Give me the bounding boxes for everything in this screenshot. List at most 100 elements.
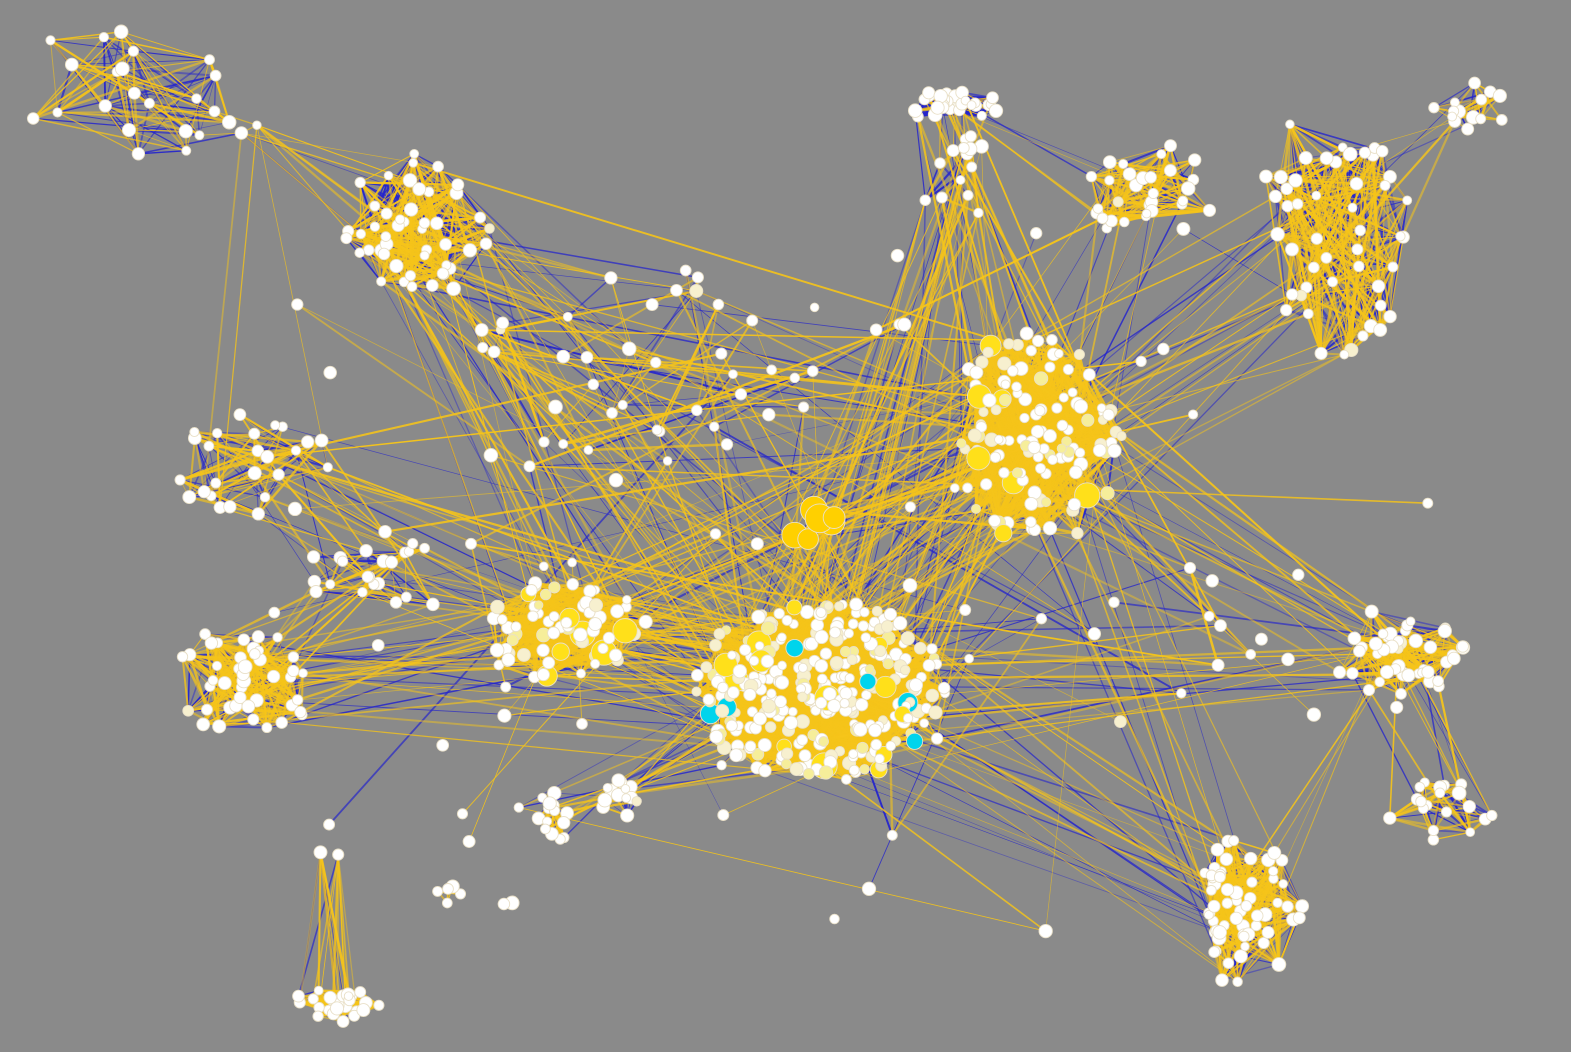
- graph-node[interactable]: [1118, 158, 1129, 170]
- graph-node[interactable]: [1213, 871, 1226, 883]
- graph-node[interactable]: [1047, 454, 1058, 465]
- graph-node[interactable]: [1373, 322, 1388, 337]
- graph-node[interactable]: [846, 654, 858, 666]
- graph-node[interactable]: [1244, 851, 1258, 866]
- graph-node[interactable]: [556, 349, 571, 364]
- graph-node[interactable]: [182, 704, 195, 717]
- graph-node[interactable]: [786, 599, 803, 616]
- graph-node[interactable]: [1427, 834, 1440, 846]
- graph-node[interactable]: [1087, 627, 1102, 641]
- graph-node[interactable]: [975, 421, 988, 433]
- graph-node[interactable]: [1347, 202, 1358, 213]
- graph-node[interactable]: [1362, 683, 1376, 697]
- graph-node[interactable]: [1119, 216, 1130, 228]
- graph-node[interactable]: [1245, 649, 1257, 660]
- graph-node[interactable]: [1232, 976, 1243, 988]
- graph-node[interactable]: [907, 103, 923, 118]
- graph-node[interactable]: [709, 729, 724, 744]
- graph-node[interactable]: [645, 298, 659, 312]
- graph-node[interactable]: [728, 369, 738, 380]
- graph-node[interactable]: [1434, 787, 1446, 799]
- graph-node[interactable]: [1034, 405, 1046, 417]
- graph-node[interactable]: [539, 588, 552, 601]
- graph-node[interactable]: [597, 792, 613, 808]
- graph-node[interactable]: [748, 655, 760, 667]
- graph-node[interactable]: [1000, 379, 1011, 390]
- graph-node[interactable]: [986, 91, 999, 105]
- graph-node[interactable]: [407, 537, 419, 550]
- graph-node[interactable]: [275, 716, 288, 729]
- graph-node[interactable]: [380, 207, 393, 220]
- graph-node[interactable]: [715, 703, 730, 718]
- graph-node[interactable]: [780, 747, 794, 760]
- graph-node[interactable]: [361, 570, 374, 583]
- graph-node[interactable]: [1280, 182, 1294, 196]
- graph-node[interactable]: [576, 668, 586, 679]
- graph-node[interactable]: [902, 578, 918, 593]
- graph-node[interactable]: [557, 816, 571, 830]
- graph-node[interactable]: [1375, 144, 1389, 158]
- graph-node[interactable]: [1286, 288, 1299, 301]
- graph-node[interactable]: [1428, 102, 1440, 114]
- graph-node[interactable]: [620, 784, 631, 794]
- graph-node[interactable]: [1342, 146, 1358, 162]
- graph-node[interactable]: [373, 999, 385, 1011]
- graph-node[interactable]: [823, 601, 834, 611]
- graph-node[interactable]: [1333, 665, 1347, 679]
- graph-node[interactable]: [576, 718, 588, 730]
- graph-node[interactable]: [631, 796, 642, 807]
- graph-node[interactable]: [567, 557, 577, 568]
- graph-node[interactable]: [1377, 628, 1389, 640]
- graph-node[interactable]: [1183, 561, 1197, 574]
- graph-node[interactable]: [1081, 413, 1095, 427]
- graph-node[interactable]: [729, 748, 744, 763]
- graph-node[interactable]: [1228, 835, 1240, 847]
- graph-node[interactable]: [1285, 242, 1299, 257]
- graph-node[interactable]: [354, 247, 365, 258]
- graph-node[interactable]: [566, 578, 579, 591]
- graph-node[interactable]: [1311, 190, 1322, 201]
- graph-node[interactable]: [874, 675, 897, 698]
- graph-node[interactable]: [336, 555, 349, 567]
- graph-node[interactable]: [715, 347, 728, 360]
- graph-node[interactable]: [712, 298, 725, 311]
- graph-node[interactable]: [323, 990, 337, 1005]
- graph-node[interactable]: [1354, 224, 1366, 237]
- graph-node[interactable]: [1346, 667, 1359, 680]
- graph-node[interactable]: [758, 764, 772, 778]
- graph-node[interactable]: [1351, 243, 1364, 256]
- graph-node[interactable]: [622, 595, 632, 605]
- graph-node[interactable]: [1144, 171, 1157, 184]
- graph-node[interactable]: [1222, 957, 1235, 969]
- graph-node[interactable]: [774, 675, 790, 690]
- graph-node[interactable]: [1291, 198, 1304, 210]
- graph-node[interactable]: [237, 633, 251, 646]
- graph-node[interactable]: [497, 897, 511, 911]
- graph-node[interactable]: [717, 809, 730, 822]
- graph-node[interactable]: [994, 434, 1004, 445]
- graph-node[interactable]: [1058, 392, 1069, 403]
- graph-node[interactable]: [982, 346, 994, 358]
- graph-node[interactable]: [322, 462, 333, 473]
- graph-node[interactable]: [727, 650, 737, 660]
- graph-node[interactable]: [203, 440, 215, 452]
- graph-node[interactable]: [743, 688, 757, 702]
- graph-node[interactable]: [1176, 688, 1187, 699]
- graph-node[interactable]: [1250, 909, 1264, 923]
- graph-node[interactable]: [251, 630, 265, 644]
- graph-node[interactable]: [734, 388, 748, 401]
- graph-node[interactable]: [1062, 363, 1074, 375]
- graph-node[interactable]: [436, 738, 450, 752]
- graph-node[interactable]: [237, 659, 253, 675]
- graph-node[interactable]: [1449, 97, 1460, 108]
- graph-node[interactable]: [868, 723, 882, 738]
- graph-node[interactable]: [725, 719, 738, 732]
- graph-node[interactable]: [572, 627, 588, 643]
- graph-node[interactable]: [679, 264, 692, 277]
- graph-node[interactable]: [1019, 412, 1030, 424]
- graph-node[interactable]: [208, 105, 221, 118]
- graph-node[interactable]: [419, 542, 430, 554]
- graph-node[interactable]: [904, 501, 916, 513]
- graph-node[interactable]: [855, 698, 869, 712]
